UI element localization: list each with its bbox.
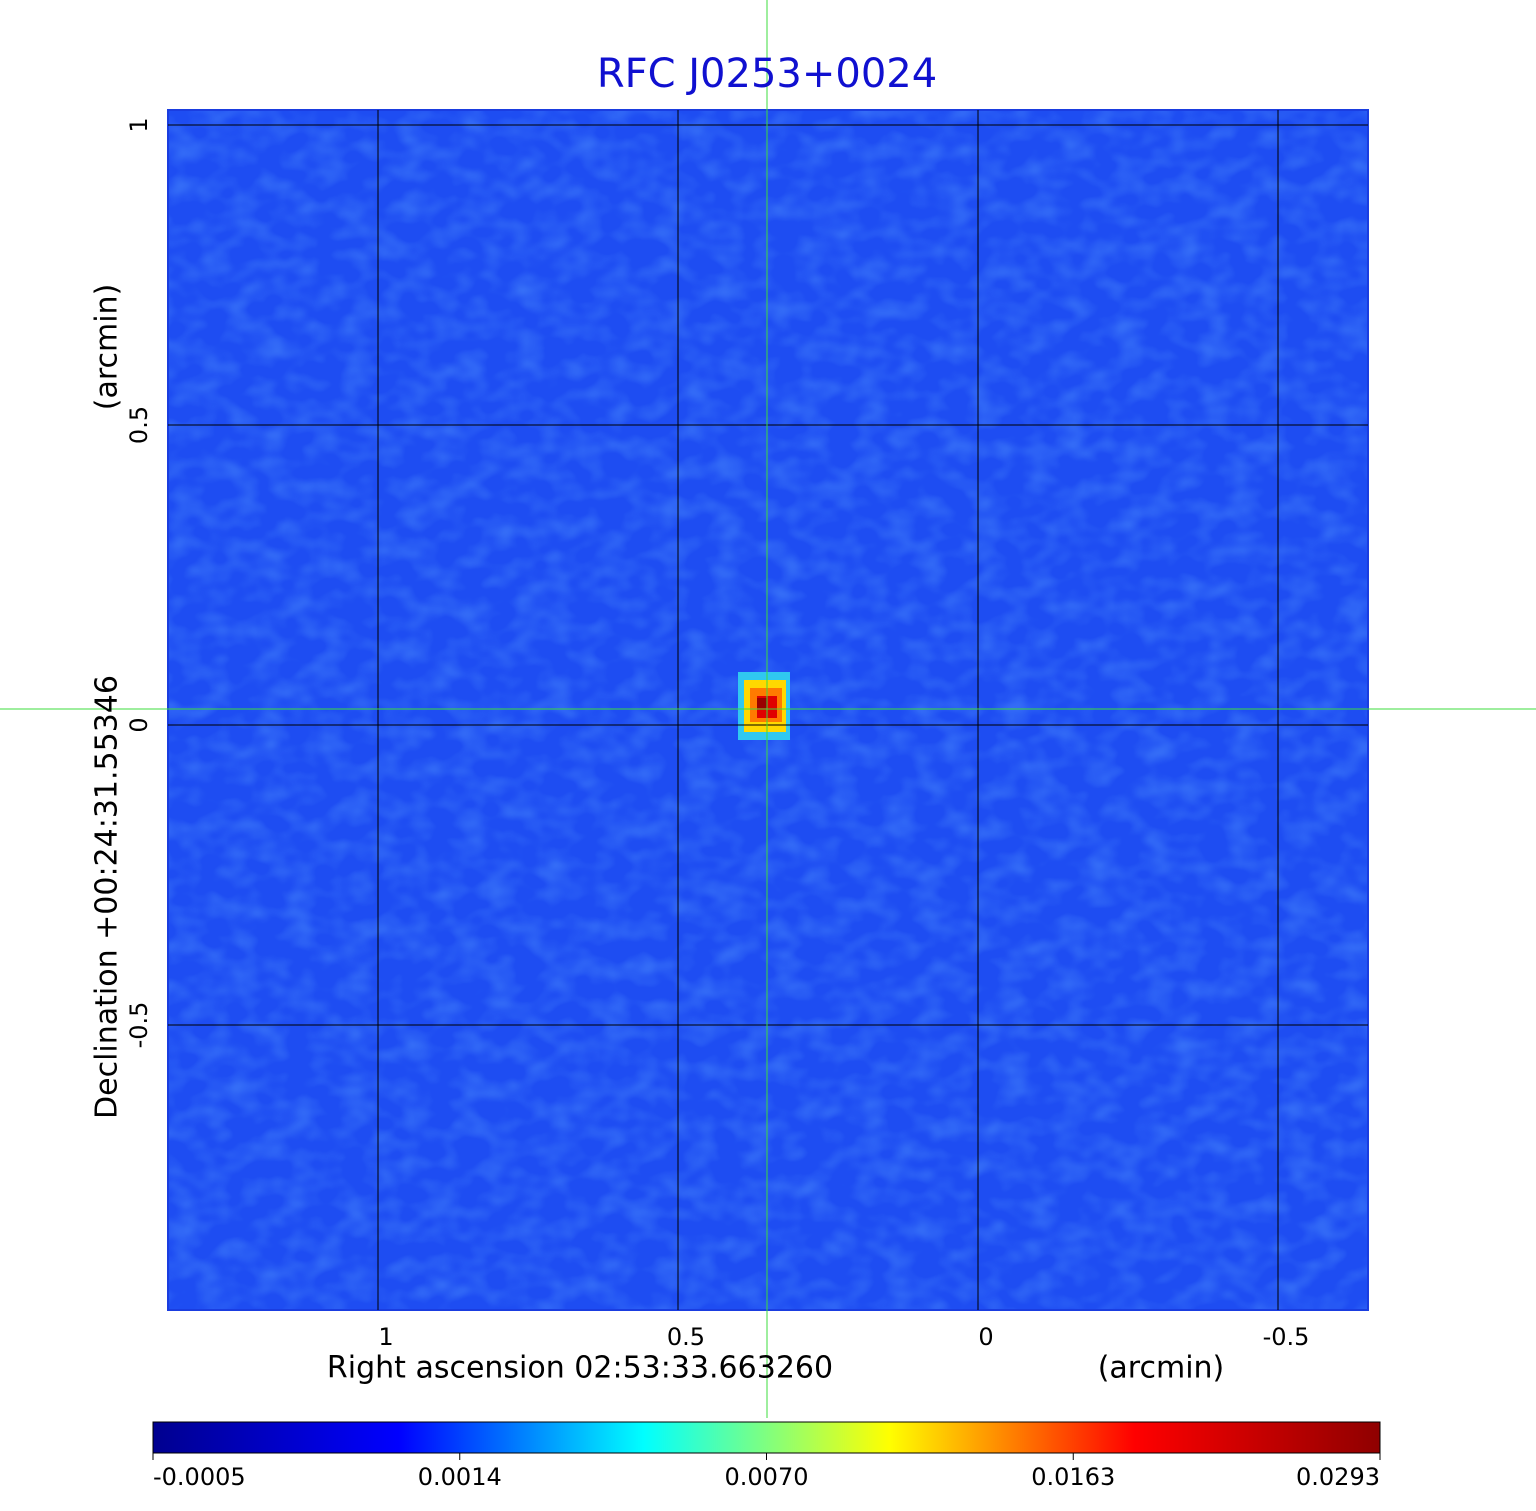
y-tick-label: 0 [125,717,153,732]
source [757,698,767,708]
x-tick-label: 0 [978,1323,993,1351]
colorbar-tick-label: -0.0005 [153,1463,246,1491]
y-tick-label: -0.5 [125,1002,153,1049]
y-tick-label: 0.5 [125,406,153,444]
y-axis-unit: (arcmin) [90,284,125,411]
colorbar-tick-label: 0.0070 [725,1463,809,1491]
frame [167,109,1369,1311]
x-axis-unit: (arcmin) [1098,1351,1225,1386]
chart-title: RFC J0253+0024 [597,51,937,97]
image [167,109,1369,1311]
x-tick-label: 1 [378,1323,393,1351]
x-tick-label: 0.5 [667,1323,705,1351]
colorbar-tick-label: 0.0293 [1296,1463,1380,1491]
x-axis-label: Right ascension 02:53:33.663260 [327,1351,833,1386]
grid [168,110,1368,1310]
colorbar-tick-label: 0.0163 [1031,1463,1115,1491]
y-axis-label: Declination +00:24:31.55346 [90,675,125,1119]
colorbar-tick-label: 0.0014 [418,1463,502,1491]
x-tick-label: -0.5 [1263,1323,1310,1351]
colorbar [152,1421,1381,1454]
y-tick-label: 1 [125,117,153,132]
